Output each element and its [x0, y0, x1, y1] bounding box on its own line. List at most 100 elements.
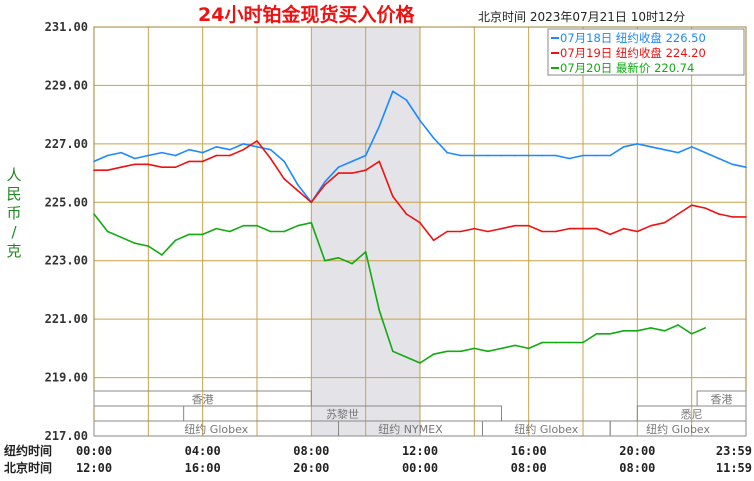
data-point	[514, 224, 516, 227]
data-point	[324, 181, 326, 183]
x-tick-label: 12:00	[76, 461, 112, 475]
x-tick-label: 08:00	[619, 461, 655, 475]
data-point	[296, 224, 299, 227]
data-point	[337, 166, 340, 169]
data-point	[500, 347, 503, 350]
data-point	[161, 254, 163, 256]
data-point	[337, 172, 340, 174]
y-tick-label: 221.00	[45, 312, 88, 326]
data-point	[487, 350, 489, 353]
data-point	[609, 332, 611, 335]
y-axis-label-char: 币	[6, 204, 21, 222]
data-point	[256, 145, 258, 148]
data-point	[419, 119, 421, 122]
data-point	[595, 227, 598, 230]
data-point	[256, 224, 258, 227]
data-point	[731, 216, 734, 218]
data-point	[527, 154, 530, 157]
data-point	[459, 350, 462, 353]
data-point	[229, 148, 231, 151]
data-point	[392, 195, 394, 198]
data-point	[174, 239, 177, 242]
data-point	[161, 151, 163, 154]
data-point	[242, 148, 245, 151]
data-point	[500, 154, 503, 157]
y-tick-label: 217.00	[45, 429, 88, 443]
data-point	[106, 169, 109, 171]
chart-title: 24小时铂金现货买入价格	[198, 3, 415, 26]
data-point	[215, 145, 218, 148]
data-point	[93, 160, 95, 163]
data-point	[609, 154, 611, 157]
session-label: 纽约 NYMEX	[378, 422, 443, 436]
data-point	[514, 154, 516, 157]
data-point	[405, 213, 408, 215]
session-label: 香港	[192, 393, 214, 406]
data-point	[677, 213, 679, 215]
data-point	[392, 90, 394, 93]
data-point	[690, 204, 693, 207]
data-point	[595, 154, 598, 157]
data-point	[242, 224, 245, 227]
data-point	[473, 154, 476, 157]
data-point	[527, 347, 530, 350]
data-point	[745, 166, 747, 169]
data-point	[283, 178, 285, 180]
data-point	[378, 160, 381, 163]
data-point	[487, 154, 489, 157]
data-point	[106, 230, 109, 233]
data-point	[432, 353, 435, 356]
data-point	[174, 166, 177, 169]
data-point	[555, 341, 557, 344]
data-point	[690, 332, 693, 335]
data-point	[229, 230, 231, 233]
data-point	[201, 233, 204, 236]
data-point	[351, 160, 353, 163]
data-point	[541, 154, 544, 157]
data-point	[704, 207, 707, 209]
data-point	[555, 230, 557, 233]
data-point	[364, 154, 367, 157]
x-tick-label: 16:00	[185, 461, 221, 475]
data-point	[473, 347, 476, 350]
data-point	[446, 350, 448, 353]
data-point	[215, 227, 218, 230]
data-point	[690, 145, 693, 148]
data-point	[487, 230, 489, 233]
data-point	[188, 160, 190, 163]
x-tick-label: 08:00	[293, 444, 329, 458]
data-point	[201, 151, 204, 154]
y-axis-label-char: 克	[6, 242, 21, 260]
data-point	[106, 154, 109, 157]
data-point	[419, 221, 421, 224]
x-tick-label: 23:59	[716, 444, 752, 458]
data-point	[731, 163, 734, 166]
data-point	[93, 169, 95, 171]
data-point	[459, 154, 462, 157]
data-point	[283, 160, 285, 163]
data-point	[622, 145, 625, 148]
data-point	[120, 151, 122, 154]
data-point	[663, 221, 666, 224]
data-point	[229, 154, 231, 157]
data-point	[595, 332, 598, 335]
data-point	[432, 239, 435, 242]
x-tick-label: 00:00	[402, 461, 438, 475]
x-tick-label: 00:00	[76, 444, 112, 458]
data-point	[473, 227, 476, 230]
data-point	[622, 227, 625, 230]
data-point	[636, 143, 639, 145]
data-point	[704, 327, 707, 329]
data-point	[704, 151, 707, 154]
data-point	[133, 157, 136, 160]
data-point	[500, 227, 503, 230]
data-point	[174, 154, 177, 157]
session-label: 悉尼	[681, 408, 703, 421]
data-point	[650, 327, 652, 329]
legend-entry: 07月19日 纽约收盘 224.20	[560, 46, 706, 60]
data-point	[269, 157, 272, 160]
data-point	[324, 259, 326, 262]
legend-entry: 07月20日 最新价 220.74	[560, 61, 694, 75]
data-point	[622, 330, 625, 332]
